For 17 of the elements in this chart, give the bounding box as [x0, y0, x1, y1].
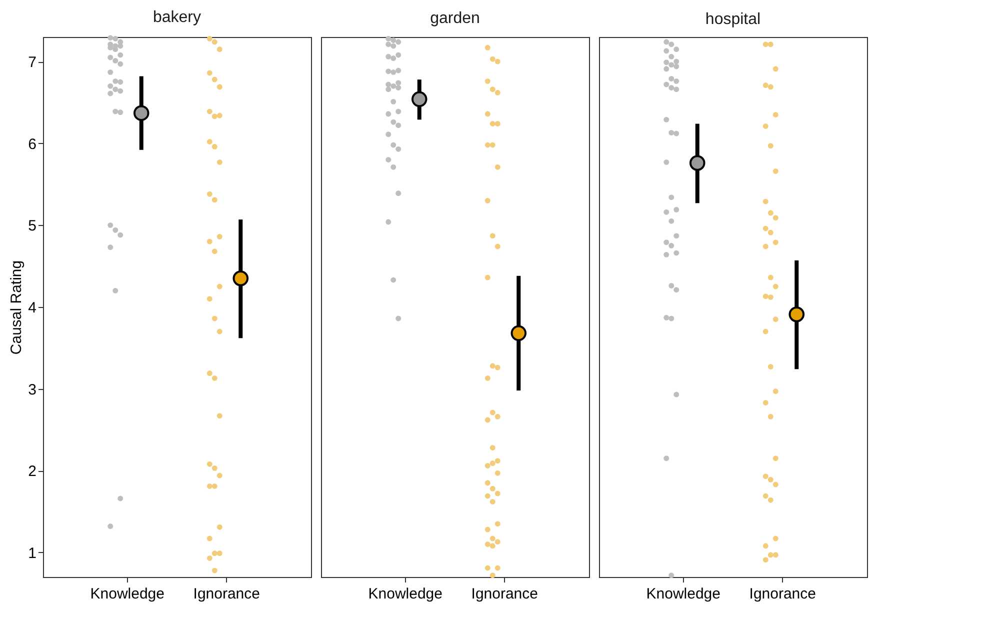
y-axis-title: Causal Rating	[8, 260, 26, 355]
chart-title: hospital	[705, 11, 761, 28]
y-tick-label: 3	[28, 381, 36, 398]
y-tick-label: 1	[28, 544, 36, 562]
x-tick-label: Ignorance	[471, 586, 538, 602]
x-tick-label: Knowledge	[646, 586, 720, 602]
x-tick-label: Knowledge	[90, 586, 164, 602]
y-tick-label: 5	[28, 218, 36, 235]
y-tick-label: 4	[28, 300, 36, 316]
x-tick-label: Ignorance	[193, 586, 260, 602]
y-tick-label: 6	[28, 136, 36, 153]
y-tick-label: 7	[28, 54, 36, 72]
chart-title: garden	[430, 10, 480, 27]
x-tick-label: Knowledge	[368, 586, 442, 602]
x-tick-label: Ignorance	[749, 586, 816, 602]
chart-title: bakery	[152, 9, 202, 26]
y-tick-label: 2	[28, 463, 36, 480]
